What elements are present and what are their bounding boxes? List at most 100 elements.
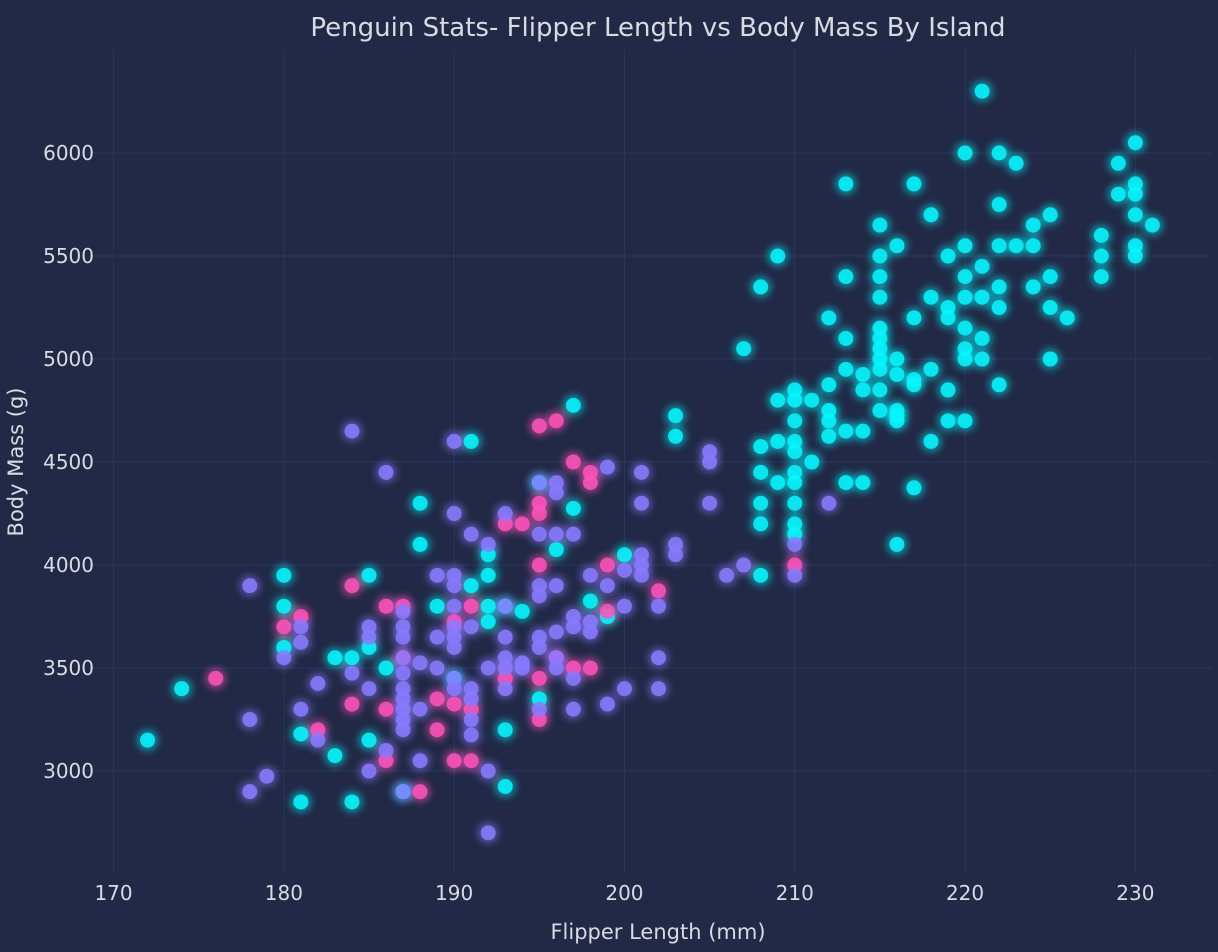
data-point <box>395 629 411 645</box>
data-point <box>838 269 854 285</box>
data-point <box>429 691 445 707</box>
data-point <box>548 624 564 640</box>
data-point <box>923 207 939 223</box>
data-point <box>821 377 837 393</box>
data-point <box>736 557 752 573</box>
data-point <box>378 701 394 717</box>
data-point <box>361 681 377 697</box>
data-point <box>1008 238 1024 254</box>
data-point <box>906 480 922 496</box>
data-point <box>1059 310 1075 326</box>
data-point <box>276 567 292 583</box>
data-point <box>855 423 871 439</box>
data-point <box>1110 155 1126 171</box>
data-point <box>906 377 922 393</box>
data-point <box>957 238 973 254</box>
x-tick-label: 220 <box>946 881 984 905</box>
data-point <box>838 475 854 491</box>
data-point <box>753 464 769 480</box>
y-tick-label: 6000 <box>43 141 94 165</box>
data-point <box>582 624 598 640</box>
data-point <box>940 413 956 429</box>
data-point <box>821 413 837 429</box>
data-point <box>548 578 564 594</box>
data-point <box>821 428 837 444</box>
data-point <box>242 712 258 728</box>
data-point <box>497 670 513 686</box>
data-point <box>310 675 326 691</box>
data-point <box>770 392 786 408</box>
data-point <box>531 506 547 522</box>
data-point <box>361 567 377 583</box>
data-point <box>804 392 820 408</box>
data-point <box>412 536 428 552</box>
data-point <box>531 691 547 707</box>
y-tick-label: 4500 <box>43 450 94 474</box>
data-point <box>1025 279 1041 295</box>
data-point <box>344 423 360 439</box>
data-point <box>616 562 632 578</box>
x-tick-label: 190 <box>435 881 473 905</box>
data-point <box>497 722 513 738</box>
data-point <box>531 557 547 573</box>
data-point <box>940 382 956 398</box>
data-point <box>1025 217 1041 233</box>
data-point <box>582 614 598 630</box>
data-point <box>957 413 973 429</box>
data-point <box>446 670 462 686</box>
data-point <box>974 351 990 367</box>
data-point <box>497 629 513 645</box>
data-point <box>616 598 632 614</box>
data-point <box>787 464 803 480</box>
data-point <box>446 433 462 449</box>
data-point <box>242 784 258 800</box>
data-point <box>889 351 905 367</box>
data-point <box>378 742 394 758</box>
data-point <box>463 712 479 728</box>
data-point <box>872 403 888 419</box>
chart-title: Penguin Stats- Flipper Length vs Body Ma… <box>310 13 1005 43</box>
data-point <box>991 145 1007 161</box>
data-point <box>787 536 803 552</box>
data-point <box>838 423 854 439</box>
data-point <box>651 598 667 614</box>
data-point <box>344 665 360 681</box>
data-point <box>599 459 615 475</box>
data-point <box>582 660 598 676</box>
data-point <box>1127 238 1143 254</box>
data-point <box>565 609 581 625</box>
data-point <box>378 598 394 614</box>
data-point <box>855 475 871 491</box>
data-point <box>582 593 598 609</box>
data-point <box>276 639 292 655</box>
data-point <box>974 289 990 305</box>
data-point <box>633 464 649 480</box>
data-point <box>463 691 479 707</box>
data-point <box>702 444 718 460</box>
x-tick-label: 230 <box>1116 881 1154 905</box>
data-point <box>1042 269 1058 285</box>
data-point <box>651 650 667 666</box>
data-point <box>599 557 615 573</box>
data-point <box>480 536 496 552</box>
data-point <box>446 681 462 697</box>
data-point <box>531 495 547 511</box>
data-point <box>412 495 428 511</box>
data-point <box>395 650 411 666</box>
data-point <box>872 320 888 336</box>
data-point <box>548 660 564 676</box>
data-point <box>361 763 377 779</box>
data-point <box>940 248 956 264</box>
data-point <box>889 413 905 429</box>
data-point <box>787 516 803 532</box>
data-point <box>548 650 564 666</box>
data-point <box>974 330 990 346</box>
data-point <box>787 444 803 460</box>
data-point <box>446 619 462 635</box>
data-point <box>344 696 360 712</box>
data-point <box>531 712 547 728</box>
data-point <box>1144 217 1160 233</box>
data-point <box>821 495 837 511</box>
data-point <box>429 598 445 614</box>
